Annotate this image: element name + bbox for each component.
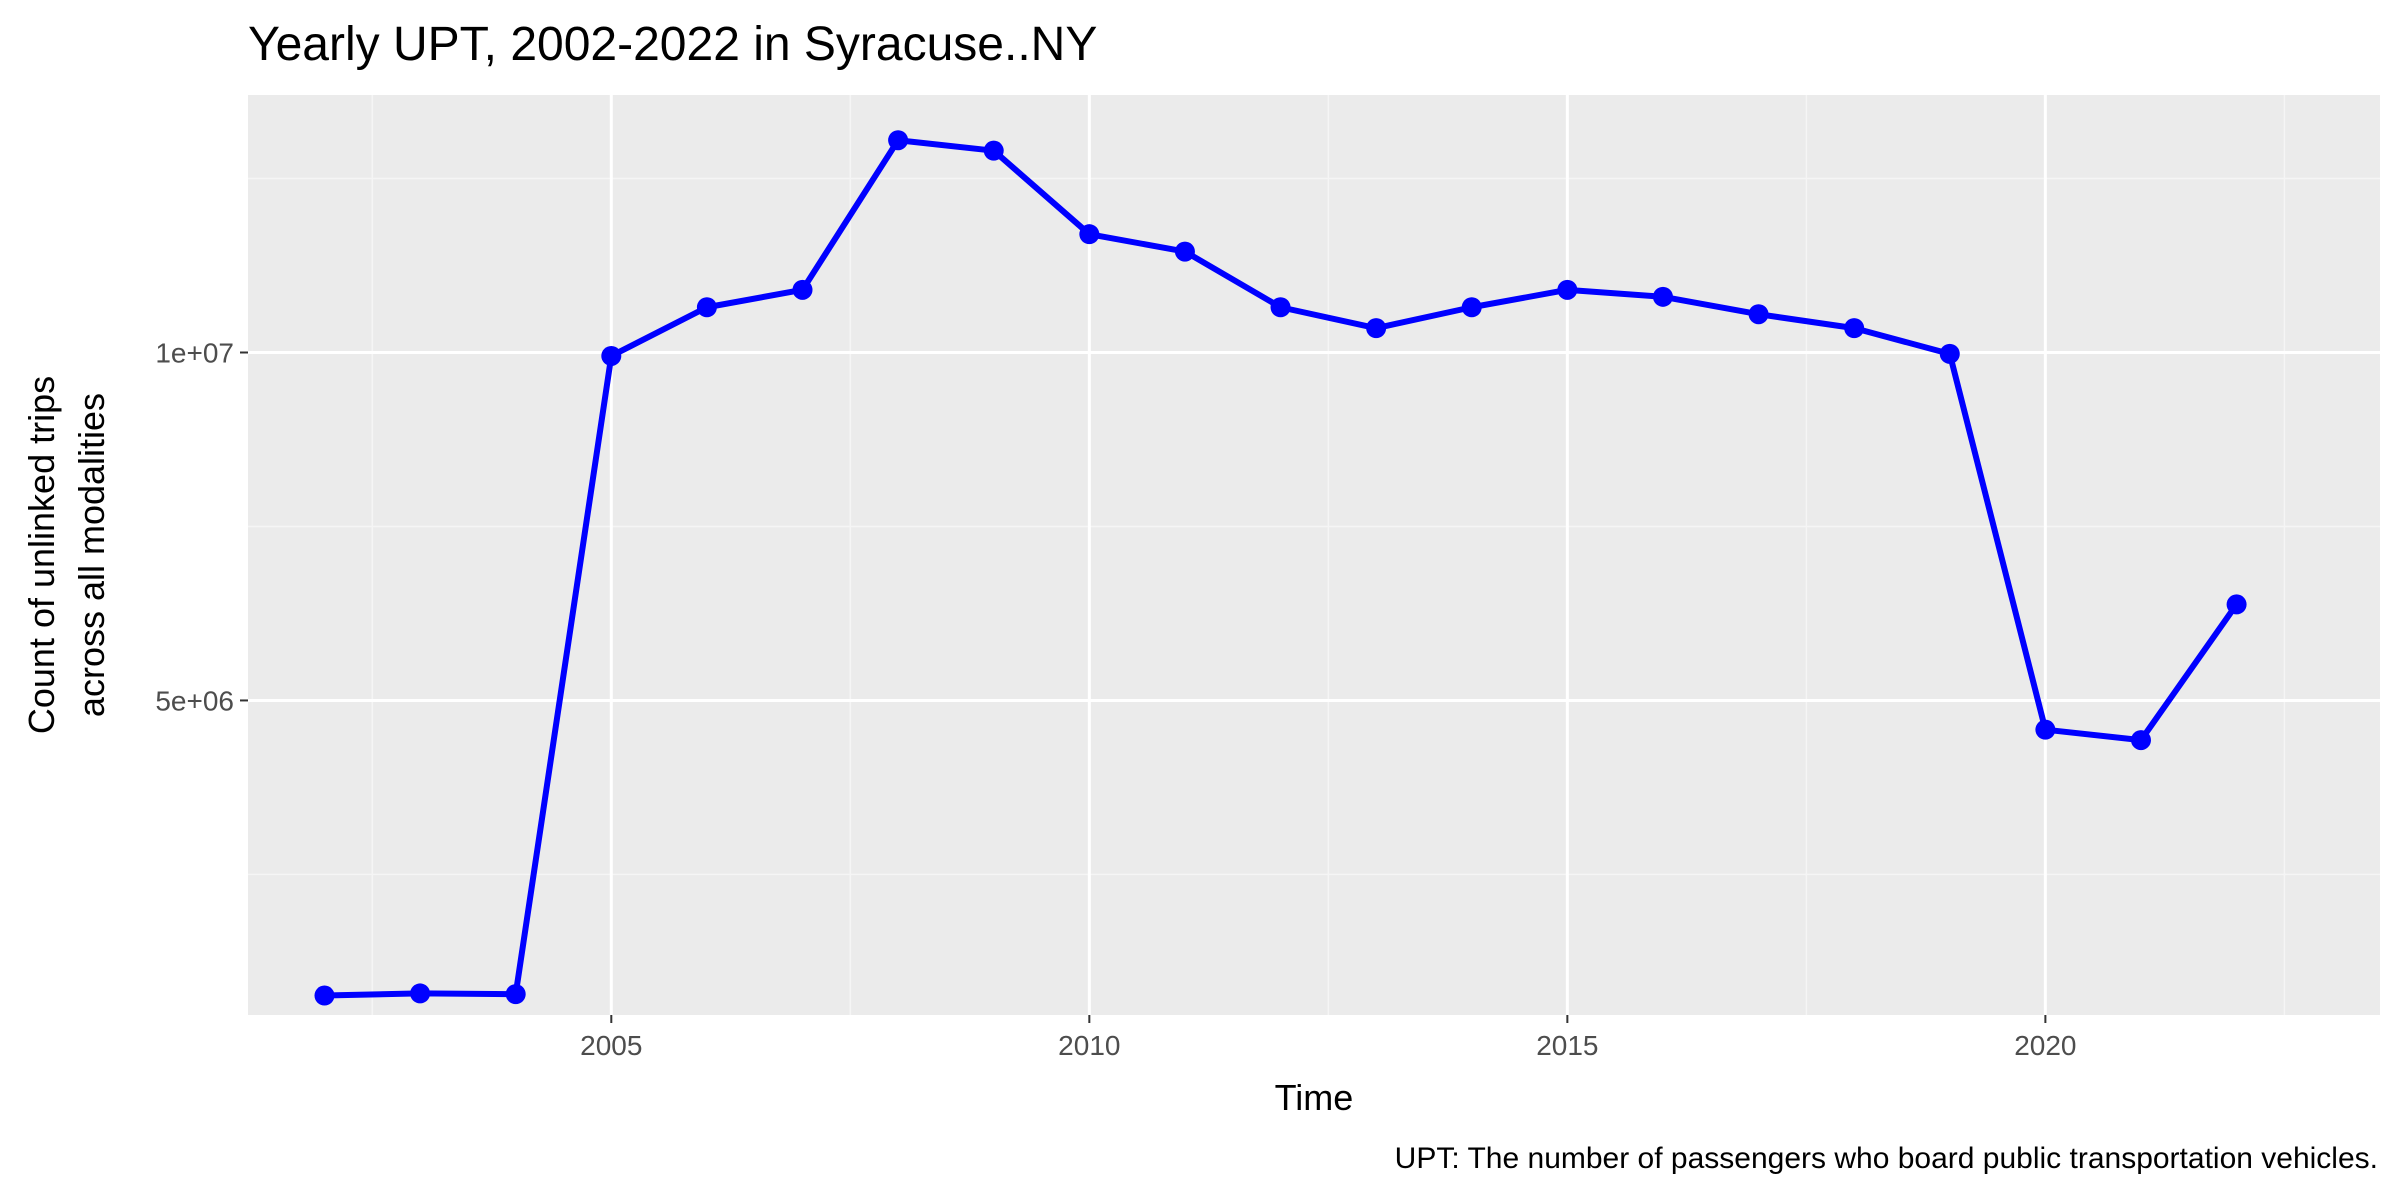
data-point xyxy=(1174,241,1195,262)
x-tick-label: 2010 xyxy=(1058,1030,1120,1061)
data-point xyxy=(1844,318,1865,339)
data-point xyxy=(505,984,526,1005)
data-point xyxy=(410,983,431,1004)
data-point xyxy=(696,297,717,318)
data-point xyxy=(1652,286,1673,307)
x-tick-label: 2020 xyxy=(2014,1030,2076,1061)
data-point xyxy=(1557,279,1578,300)
data-point xyxy=(1461,297,1482,318)
data-point xyxy=(983,140,1004,161)
data-point xyxy=(1366,318,1387,339)
data-point xyxy=(792,279,813,300)
data-point xyxy=(2226,594,2247,615)
data-point xyxy=(314,985,335,1006)
series-layer xyxy=(314,130,2247,1006)
data-point xyxy=(601,345,622,366)
y-axis: 5e+06 1e+07 xyxy=(155,337,248,716)
y-tick-label: 1e+07 xyxy=(155,337,234,368)
data-point xyxy=(1748,304,1769,325)
data-point xyxy=(2130,730,2151,751)
panel-background xyxy=(248,95,2380,1015)
data-point xyxy=(2035,719,2056,740)
y-axis-title-line-2: across all modalities xyxy=(71,393,112,717)
data-point xyxy=(1079,224,1100,245)
data-point xyxy=(1270,297,1291,318)
x-tick-label: 2015 xyxy=(1536,1030,1598,1061)
x-tick-label: 2005 xyxy=(580,1030,642,1061)
x-axis-title: Time xyxy=(1275,1077,1354,1118)
data-point xyxy=(888,130,909,151)
y-axis-title-line-1: Count of unlinked trips xyxy=(21,376,62,734)
data-point xyxy=(1939,343,1960,364)
chart-title: Yearly UPT, 2002-2022 in Syracuse..NY xyxy=(248,18,1097,71)
minor-gridlines xyxy=(248,95,2380,1015)
chart-caption: UPT: The number of passengers who board … xyxy=(1395,1142,2378,1175)
y-tick-label: 5e+06 xyxy=(155,685,234,716)
x-axis: 2005 2010 2015 2020 xyxy=(580,1015,2077,1061)
